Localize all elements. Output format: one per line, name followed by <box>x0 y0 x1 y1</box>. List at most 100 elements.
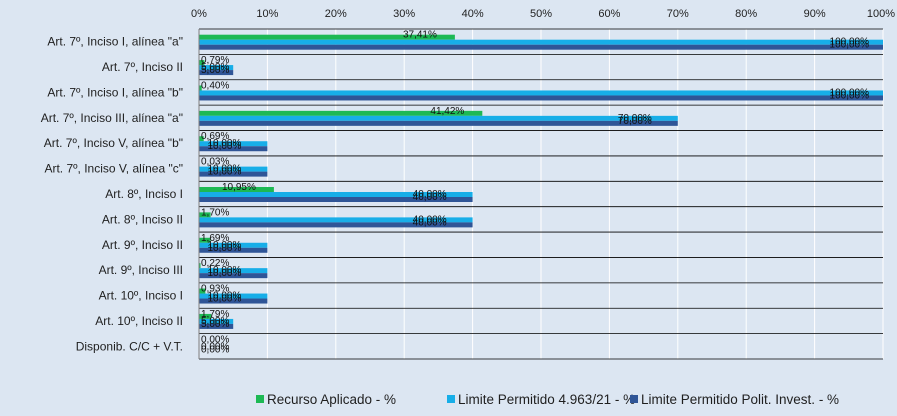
data-label: 10,00% <box>207 268 241 279</box>
data-labels: 37,41%100,00%100,00%0,79%5,00%5,00%0,40%… <box>201 30 869 356</box>
bar-1 <box>199 34 455 40</box>
data-label: 0,00% <box>201 334 229 345</box>
legend-swatch-recurso-aplicado <box>256 395 264 403</box>
data-label: 70,00% <box>618 116 652 127</box>
data-label: 10,00% <box>207 167 241 178</box>
legend: Recurso Aplicado - % Limite Permitido 4.… <box>0 392 897 412</box>
legend-swatch-limite-4963 <box>447 395 455 403</box>
data-label: 10,00% <box>207 240 241 251</box>
category-label: Art. 9º, Inciso III <box>99 263 183 277</box>
x-tick-label: 80% <box>735 8 757 20</box>
bar-1 <box>199 85 202 91</box>
bar-2 <box>199 192 473 197</box>
x-tick-label: 90% <box>804 8 826 20</box>
gridlines <box>266 29 884 359</box>
x-tick-label: 20% <box>325 8 347 20</box>
data-label: 70,00% <box>618 113 652 124</box>
bar-1 <box>199 110 483 116</box>
data-label: 10,00% <box>207 138 241 149</box>
data-label: 10,00% <box>207 141 241 152</box>
bar-1 <box>199 288 206 294</box>
category-label: Art. 7º, Inciso II <box>102 60 183 74</box>
x-axis: 0% 10% 20% 30% 40% 50% 60% 70% 80% 90% 100% <box>191 8 895 20</box>
x-tick-label: 100% <box>867 8 895 20</box>
bar-2 <box>199 39 883 45</box>
data-label: 10,00% <box>207 291 241 302</box>
data-label: 1,79% <box>201 309 229 320</box>
bar-2 <box>199 268 268 274</box>
bar-2 <box>199 318 234 324</box>
bar-3 <box>199 95 883 101</box>
x-tick-label: 30% <box>393 8 415 20</box>
data-label: 0,69% <box>201 131 229 142</box>
bar-3 <box>199 298 268 304</box>
data-label: 41,42% <box>430 106 464 117</box>
category-label: Art. 8º, Inciso I <box>105 187 183 201</box>
data-label: 0,93% <box>201 284 229 295</box>
x-tick-label: 0% <box>191 8 207 20</box>
data-label: 40,00% <box>413 217 447 228</box>
bars <box>199 34 883 329</box>
category-label: Art. 7º, Inciso I, alínea "a" <box>47 35 183 49</box>
bar-2 <box>199 217 473 223</box>
category-label: Art. 10º, Inciso II <box>95 314 183 328</box>
data-label: 5,00% <box>201 316 229 327</box>
bar-2 <box>199 242 268 248</box>
data-label: 0,22% <box>201 258 229 269</box>
bar-2 <box>199 141 268 147</box>
legend-label-limite-4963: Limite Permitido 4.963/21 - % <box>458 392 636 407</box>
bar-2 <box>199 115 678 121</box>
x-tick-label: 70% <box>667 8 689 20</box>
legend-swatch-limite-polit-invest <box>630 395 638 403</box>
data-label: 0,40% <box>201 80 229 91</box>
data-label: 1,69% <box>201 233 229 244</box>
category-label: Art. 9º, Inciso II <box>102 238 183 252</box>
data-label: 5,00% <box>201 319 229 330</box>
bar-3 <box>199 44 883 50</box>
bar-3 <box>199 273 268 279</box>
bar-1 <box>199 263 201 269</box>
category-label: Art. 7º, Inciso V, alínea "c" <box>44 162 183 176</box>
data-label: 10,00% <box>207 243 241 254</box>
x-tick-label: 10% <box>256 8 278 20</box>
data-label: 10,00% <box>207 294 241 305</box>
row-separators <box>199 28 883 360</box>
data-label: 10,00% <box>207 164 241 175</box>
legend-item-limite-4963: Limite Permitido 4.963/21 - % <box>447 392 635 407</box>
bar-3 <box>199 171 268 177</box>
bar-1 <box>199 313 212 319</box>
bar-3 <box>199 70 234 76</box>
bar-3 <box>199 323 234 329</box>
bar-1 <box>199 60 205 66</box>
data-label: 0,03% <box>201 157 229 168</box>
data-label: 5,00% <box>201 65 229 76</box>
data-label: 37,41% <box>403 30 437 41</box>
bar-3 <box>199 146 268 152</box>
bar-2 <box>199 293 268 299</box>
data-label: 0,00% <box>201 344 229 355</box>
legend-label-limite-polit-invest: Limite Permitido Polit. Invest. - % <box>641 392 840 407</box>
x-tick-label: 60% <box>598 8 620 20</box>
bar-3 <box>199 120 678 126</box>
category-label: Art. 10º, Inciso I <box>99 289 183 303</box>
data-label: 5,00% <box>201 62 229 73</box>
data-label: 100,00% <box>830 90 870 101</box>
data-label: 40,00% <box>413 192 447 203</box>
data-label: 10,00% <box>207 265 241 276</box>
data-label: 100,00% <box>830 87 870 98</box>
category-label: Art. 7º, Inciso V, alínea "b" <box>44 136 183 150</box>
legend-item-limite-polit-invest: Limite Permitido Polit. Invest. - % <box>630 392 839 407</box>
data-label: 100,00% <box>830 37 870 48</box>
x-tick-label: 40% <box>462 8 484 20</box>
data-label: 40,00% <box>413 214 447 225</box>
data-label: 40,00% <box>413 189 447 200</box>
category-label: Disponib. C/C + V.T. <box>76 339 183 353</box>
bar-3 <box>199 197 473 202</box>
bar-2 <box>199 166 268 172</box>
category-label: Art. 7º, Inciso III, alínea "a" <box>41 111 183 125</box>
legend-item-recurso-aplicado: Recurso Aplicado - % <box>256 392 396 407</box>
x-tick-label: 50% <box>530 8 552 20</box>
data-label: 10,95% <box>222 182 256 193</box>
data-label: 100,00% <box>830 40 870 51</box>
